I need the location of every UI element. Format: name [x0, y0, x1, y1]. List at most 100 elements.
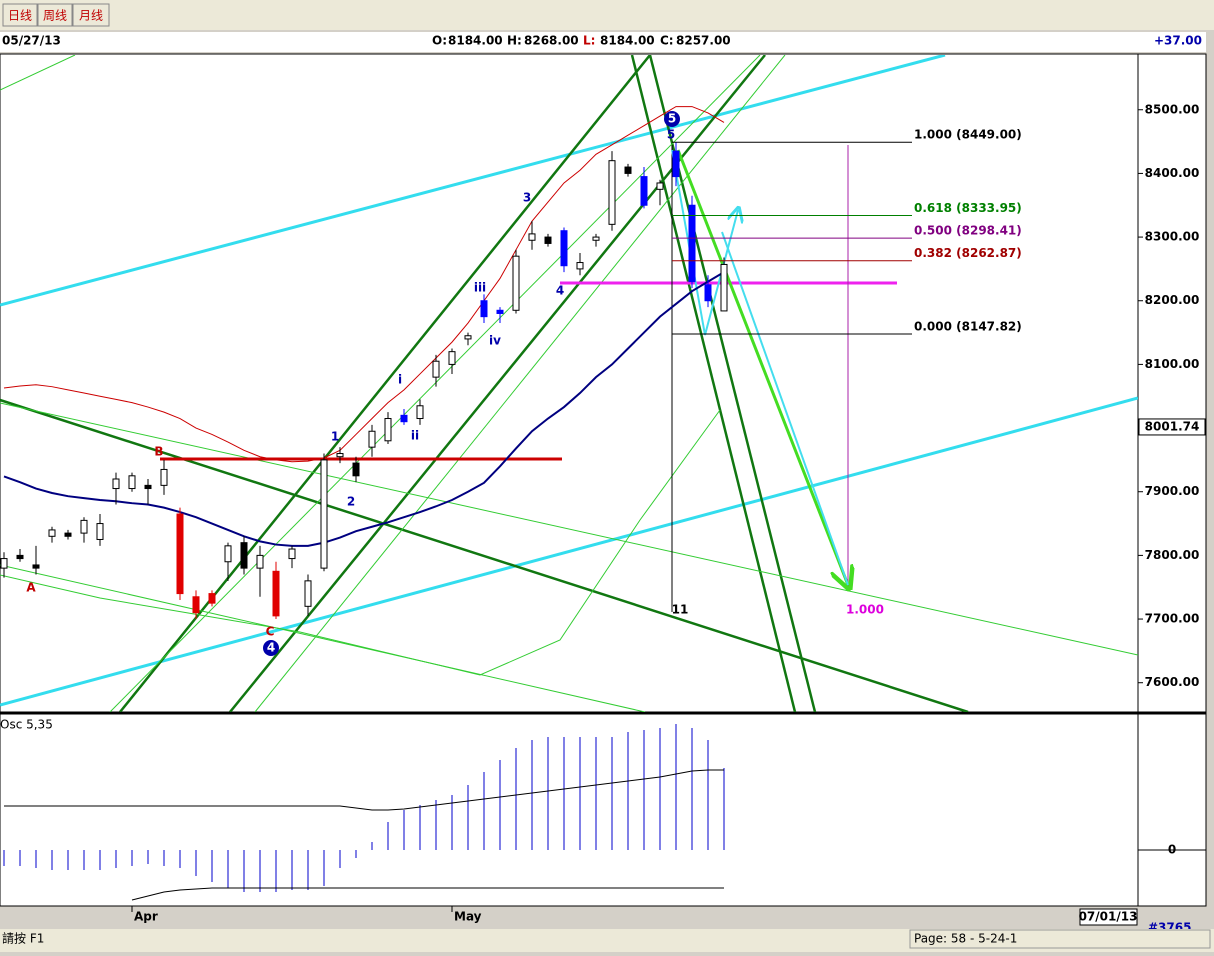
toolbar-buttons: 日线 周线 月线	[2, 3, 110, 27]
wave-label: A	[26, 581, 36, 595]
status-page: Page: 58 - 5-24-1	[914, 932, 1017, 946]
status-pane	[909, 929, 1211, 949]
candle-body	[224, 545, 232, 563]
label: O:	[432, 34, 447, 48]
candle-body	[576, 262, 584, 270]
value: 8184.00	[600, 34, 655, 48]
trendline	[630, 55, 797, 712]
candle-body	[592, 236, 600, 241]
wave-label: 3	[523, 191, 531, 205]
band	[0, 409, 721, 676]
candle-body	[688, 204, 696, 283]
button-label[interactable]: 月线	[79, 9, 103, 23]
x-tick-label: May	[454, 910, 482, 924]
wave-label: C	[266, 625, 275, 639]
end-date: 07/01/13	[1079, 910, 1138, 924]
label: C:	[660, 34, 674, 48]
wave-label: 4	[556, 284, 564, 298]
candle-body	[32, 564, 40, 569]
label: L:	[583, 34, 595, 48]
button-label[interactable]: 周线	[43, 9, 67, 23]
arrow	[721, 231, 849, 586]
trendline	[0, 396, 1138, 707]
y-tick-label: 7800.00	[1145, 548, 1200, 562]
candle-body	[240, 542, 248, 569]
header-bar	[0, 32, 1206, 52]
candle-body	[512, 255, 520, 311]
candle-body	[560, 230, 568, 267]
wave-label: i	[398, 373, 402, 387]
candle-body	[432, 360, 440, 378]
candle-body	[496, 309, 504, 314]
toolbar	[0, 0, 1214, 30]
candle-body	[128, 475, 136, 490]
date-box	[1079, 908, 1138, 926]
button[interactable]	[37, 3, 73, 27]
candle-body	[640, 176, 648, 206]
trendline	[0, 55, 946, 307]
status-bar	[0, 929, 1214, 952]
candle-body	[176, 513, 184, 595]
value: 8268.00	[524, 34, 579, 48]
fib-label: 0.618 (8333.95)	[914, 201, 1022, 215]
candle-body	[464, 335, 472, 340]
chart-frame	[0, 53, 1207, 907]
overlay-line	[3, 106, 725, 463]
candle-body	[480, 300, 488, 318]
fib-label: 0.382 (8262.87)	[914, 246, 1022, 260]
button[interactable]	[2, 3, 38, 27]
overlay-line	[3, 271, 725, 547]
candle-body	[352, 462, 360, 477]
date: 05/27/13	[2, 34, 61, 48]
candle-body	[400, 414, 408, 423]
candle-body	[80, 519, 88, 534]
candle-body	[624, 166, 632, 174]
y-tick-label: 7600.00	[1145, 675, 1200, 689]
fib-label: 1.000 (8449.00)	[914, 128, 1022, 142]
candle-body	[256, 554, 264, 569]
arrow	[676, 149, 848, 585]
fib-label: 0.500 (8298.41)	[914, 224, 1022, 238]
wave-label: iv	[489, 334, 501, 348]
candle-body	[448, 351, 456, 365]
candle-body	[112, 478, 120, 490]
trendline	[0, 564, 646, 712]
candle-body	[144, 484, 152, 490]
button-label[interactable]: 日线	[8, 9, 32, 23]
fib-label: 0.000 (8147.82)	[914, 319, 1022, 333]
x-tick-label: Apr	[134, 910, 158, 924]
wave-label: 1	[331, 430, 339, 444]
wave-label: 5	[668, 112, 676, 126]
candle-body	[528, 233, 536, 241]
trendline	[254, 55, 786, 712]
arrow	[671, 149, 738, 336]
wave-label: B	[154, 445, 163, 459]
osc-title: Osc 5,35	[0, 718, 53, 732]
candle-body	[304, 580, 312, 607]
label: H:	[507, 34, 522, 48]
candle-body	[288, 548, 296, 560]
candle-body	[192, 596, 200, 614]
button[interactable]	[72, 3, 110, 27]
wave-label: ii	[411, 429, 419, 443]
candle-body	[96, 523, 104, 540]
y-tick-label: 8200.00	[1145, 293, 1200, 307]
candle-body	[336, 453, 344, 458]
candle-body	[320, 459, 328, 569]
candle-body	[160, 468, 168, 486]
wave-label: 4	[267, 641, 275, 655]
change: +37.00	[1154, 34, 1202, 48]
price-panel	[0, 106, 912, 620]
candle-body	[272, 570, 280, 617]
wave-label: 5	[667, 128, 675, 142]
osc-panel	[3, 724, 725, 901]
wave-label: 11	[672, 603, 689, 617]
status-hint: 請按 F1	[2, 932, 44, 946]
candle-body	[384, 418, 392, 442]
y-tick-label: 8300.00	[1145, 230, 1200, 244]
trendline	[0, 402, 1138, 656]
wave-label: 1.000	[846, 603, 884, 617]
candle-body	[48, 529, 56, 537]
